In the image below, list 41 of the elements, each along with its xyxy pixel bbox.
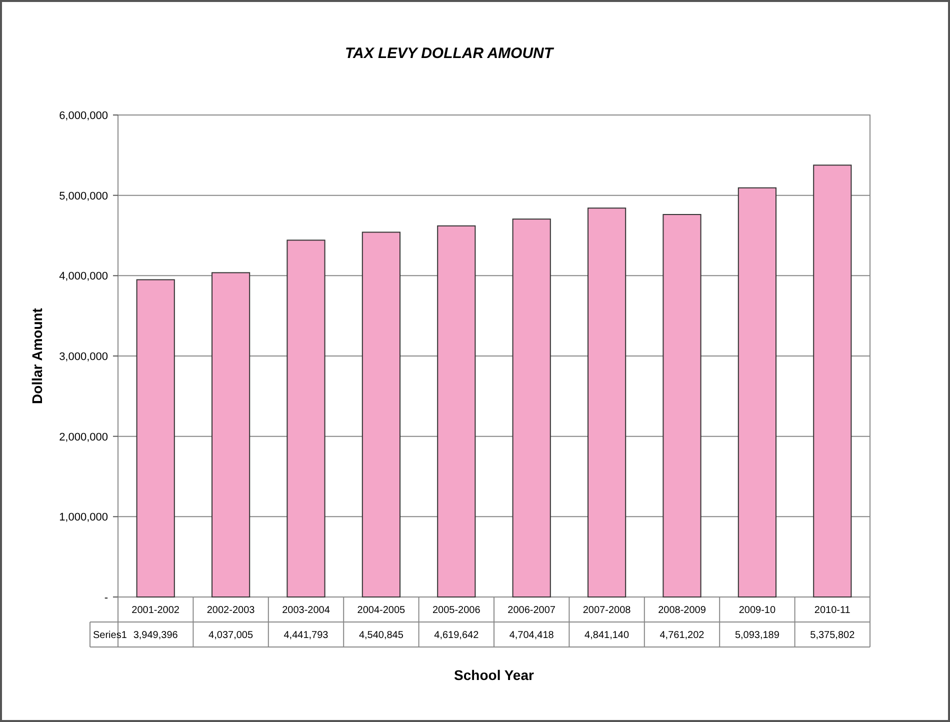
y-tick-label: 1,000,000: [59, 512, 108, 524]
y-tick-label: 2,000,000: [59, 431, 108, 444]
bar: [212, 272, 250, 598]
data-label: 4,704,418: [509, 630, 554, 641]
text: Series1: [93, 630, 128, 641]
data-label: 4,037,005: [208, 630, 254, 641]
x-tick-label: 2001-2002: [132, 605, 180, 616]
x-tick-label: 2004-2005: [357, 605, 406, 616]
data-label: 5,375,802: [810, 630, 856, 641]
bar: [362, 232, 400, 598]
x-tick-label: 2003-2004: [282, 605, 330, 616]
x-tick-label: 2007-2008: [582, 605, 632, 616]
y-tick-label: 3,000,000: [59, 351, 108, 363]
y-axis-title: Dollar Amount: [29, 308, 45, 404]
data-label: 4,540,845: [358, 630, 404, 641]
bar: [286, 240, 326, 598]
data-label: 4,841,140: [584, 630, 630, 641]
y-tick-label: -: [104, 592, 108, 604]
y-tick-label: 4,000,000: [59, 270, 108, 283]
data-label: 4,761,202: [660, 630, 705, 641]
bar: [512, 218, 551, 598]
bar: [738, 187, 776, 598]
bar: [588, 208, 626, 598]
data-label: 4,441,793: [284, 630, 329, 641]
x-tick-label: 2006-2007: [508, 605, 556, 616]
x-tick-label: 2009-10: [738, 605, 776, 616]
y-tick-label: 6,000,000: [59, 110, 108, 122]
data-label: 4,619,642: [434, 630, 480, 641]
y-tick-label: 5,000,000: [59, 190, 108, 202]
x-tick-label: 2010-11: [814, 605, 851, 616]
bar: [437, 225, 476, 598]
x-tick-label: 2008-2009: [658, 605, 706, 616]
x-axis-title: School Year: [454, 667, 534, 683]
bar: [813, 164, 852, 598]
data-label: 3,949,396: [133, 630, 178, 641]
data-label: 5,093,189: [734, 630, 780, 641]
bar: [136, 279, 175, 598]
x-tick-label: 2005-2006: [432, 605, 481, 616]
chart-title: TAX LEVY DOLLAR AMOUNT: [344, 45, 555, 62]
bar: [662, 214, 702, 598]
x-tick-label: 2002-2003: [206, 605, 256, 616]
